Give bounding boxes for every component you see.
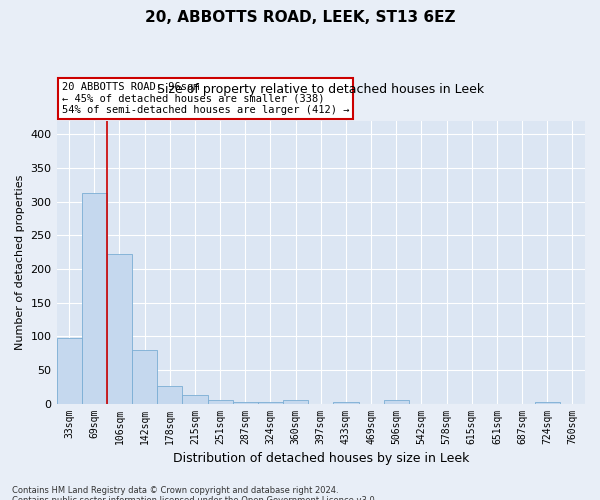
Bar (258, 402, 283, 404)
Bar (535, 402, 560, 404)
Bar (56, 338, 82, 404)
Bar (132, 350, 157, 404)
Y-axis label: Number of detached properties: Number of detached properties (15, 174, 25, 350)
Bar (383, 400, 409, 404)
Bar (334, 402, 359, 404)
Bar (182, 395, 208, 404)
Bar (208, 400, 233, 404)
Text: 20, ABBOTTS ROAD, LEEK, ST13 6EZ: 20, ABBOTTS ROAD, LEEK, ST13 6EZ (145, 10, 455, 25)
Text: 20 ABBOTTS ROAD: 96sqm
← 45% of detached houses are smaller (338)
54% of semi-de: 20 ABBOTTS ROAD: 96sqm ← 45% of detached… (62, 82, 349, 115)
Title: Size of property relative to detached houses in Leek: Size of property relative to detached ho… (157, 83, 484, 96)
Text: Contains public sector information licensed under the Open Government Licence v3: Contains public sector information licen… (12, 496, 377, 500)
X-axis label: Distribution of detached houses by size in Leek: Distribution of detached houses by size … (173, 452, 469, 465)
Bar (233, 402, 258, 404)
Text: Contains HM Land Registry data © Crown copyright and database right 2024.: Contains HM Land Registry data © Crown c… (12, 486, 338, 495)
Bar (107, 254, 132, 404)
Bar (283, 400, 308, 404)
Bar (157, 386, 182, 404)
Bar (82, 193, 107, 404)
